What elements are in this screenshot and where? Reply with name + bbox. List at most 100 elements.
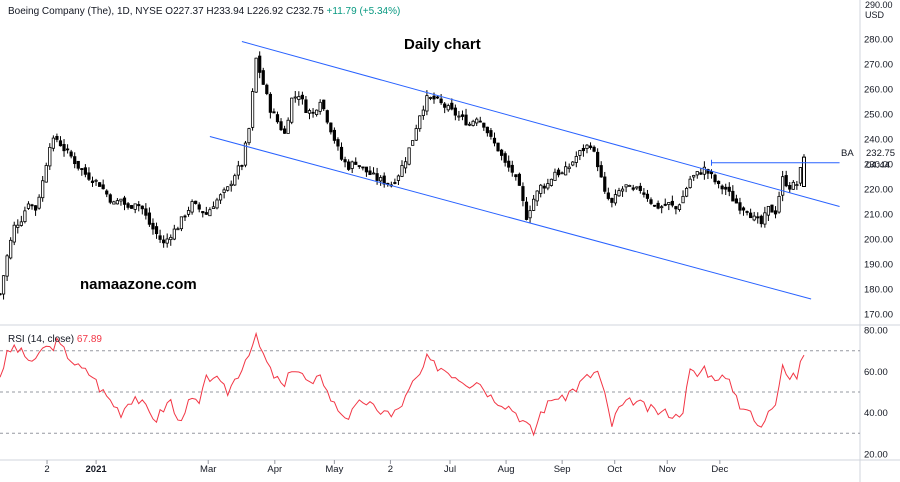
candle-body: [471, 120, 475, 126]
candle-body: [73, 156, 77, 165]
time-tick-label: 2021: [86, 464, 108, 475]
candle-body: [87, 172, 91, 180]
candle-body: [76, 160, 80, 169]
currency-label: USD: [865, 10, 885, 20]
candle-body: [318, 101, 322, 112]
candle-body: [517, 173, 521, 186]
watermark-text: namaazone.com: [80, 276, 197, 293]
candle-body: [112, 201, 116, 205]
candle-body: [467, 123, 472, 126]
candle-body: [450, 102, 454, 110]
candle-body: [535, 190, 539, 202]
candle-body: [315, 109, 319, 115]
candle-body: [631, 187, 635, 190]
candle-body: [343, 159, 347, 163]
price-tick-label: 210.00: [864, 210, 893, 221]
candle-body: [336, 139, 340, 147]
candle-body: [371, 172, 376, 175]
candle-body: [446, 105, 450, 111]
candle-body: [578, 150, 582, 156]
candle-body: [261, 70, 265, 85]
candle-body: [354, 161, 358, 165]
candle-body: [798, 167, 803, 184]
candle-body: [368, 170, 372, 175]
ticker-label: BA: [841, 148, 854, 159]
candle-body: [660, 206, 664, 209]
candle-body: [26, 203, 31, 209]
candle-body: [169, 236, 173, 241]
candle-body: [347, 161, 351, 170]
candle-body: [194, 200, 198, 204]
candle-body: [514, 174, 518, 178]
candle-body: [48, 146, 52, 167]
candle-body: [763, 212, 767, 225]
candle-body: [58, 140, 63, 147]
candle-body: [457, 115, 461, 118]
candle-body: [460, 114, 465, 117]
candle-body: [226, 186, 230, 191]
candle-body: [734, 198, 738, 204]
candle-body: [574, 156, 578, 163]
candle-body: [300, 94, 304, 100]
candle-body: [507, 160, 511, 168]
candle-body: [37, 196, 41, 209]
candle-body: [357, 165, 361, 167]
candle-body: [485, 126, 489, 134]
candle-body: [325, 110, 329, 123]
candle-body: [528, 210, 532, 219]
candle-body: [311, 111, 315, 114]
candle-body: [788, 185, 792, 190]
candle-body: [724, 186, 728, 190]
candle-body: [670, 200, 674, 206]
chart-title: Daily chart: [404, 36, 481, 53]
candle-body: [695, 171, 699, 176]
candle-body: [183, 215, 187, 218]
candle-body: [265, 84, 269, 94]
candle-body: [628, 185, 632, 187]
time-tick-label: Nov: [659, 464, 676, 475]
candle-body: [421, 109, 425, 116]
rsi-tick-label: 60.00: [864, 367, 888, 378]
candle-body: [282, 128, 287, 134]
candle-body: [588, 145, 593, 148]
candle-body: [9, 239, 13, 259]
candle-body: [713, 174, 717, 183]
candle-body: [539, 184, 543, 194]
candle-body: [585, 144, 589, 149]
candle-body: [400, 165, 404, 177]
candle-body: [286, 119, 290, 134]
time-tick-label: Sep: [554, 464, 571, 475]
candle-body: [172, 228, 176, 240]
candle-body: [304, 99, 308, 114]
candle-body: [69, 151, 73, 157]
candle-body: [140, 205, 144, 210]
price-tick-label: 260.00: [864, 85, 893, 96]
candle-body: [247, 128, 251, 144]
candle-body: [55, 135, 59, 140]
candle-body: [667, 202, 671, 205]
candle-body: [645, 193, 650, 199]
rsi-value: 67.89: [76, 334, 102, 345]
candle-body: [784, 175, 788, 187]
price-axis-top-label: 290.00: [865, 0, 893, 10]
candle-body: [197, 204, 201, 210]
candle-body: [186, 210, 191, 215]
candle-body: [635, 186, 639, 189]
candle-body: [418, 115, 422, 130]
candle-body: [677, 204, 682, 210]
candle-body: [240, 165, 244, 167]
candle-body: [122, 197, 127, 205]
candle-body: [98, 182, 102, 187]
candle-body: [592, 146, 596, 152]
last-candle-body: [801, 156, 806, 187]
price-axis-header: 290.00 USD: [865, 0, 893, 20]
candle-body: [791, 181, 795, 190]
candle-body: [51, 137, 55, 149]
price-tick-label: 250.00: [864, 110, 893, 121]
candle-body: [638, 185, 642, 191]
time-tick-label: May: [325, 464, 343, 475]
candle-body: [297, 96, 301, 100]
candle-body: [162, 239, 166, 244]
time-tick-label: 2: [388, 464, 393, 475]
candle-body: [756, 216, 760, 219]
